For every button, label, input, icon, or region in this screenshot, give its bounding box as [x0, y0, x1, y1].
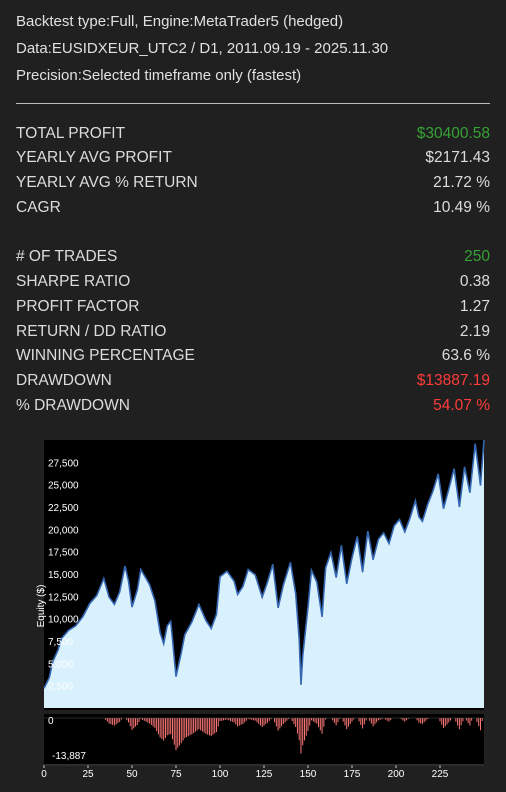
stat-label: % DRAWDOWN: [16, 397, 130, 414]
y-tick-label: 5,000: [48, 659, 73, 670]
stat-value: 10.49 %: [433, 199, 490, 216]
stat-label: # OF TRADES: [16, 248, 118, 265]
stat-label: RETURN / DD RATIO: [16, 323, 167, 340]
x-tick-label: 175: [344, 769, 361, 780]
stat-label: YEARLY AVG % RETURN: [16, 174, 198, 191]
y-tick-label: 15,000: [48, 570, 79, 581]
y-tick-label: 2,500: [48, 682, 73, 693]
stat-cagr: CAGR 10.49 %: [16, 199, 490, 219]
stat-value: $2171.43: [425, 149, 490, 166]
y-tick-label: 17,500: [48, 548, 79, 559]
stat-label: SHARPE RATIO: [16, 273, 131, 290]
y-tick-label: 25,000: [48, 481, 79, 492]
equity-area: [44, 440, 484, 708]
x-tick-label: 75: [170, 769, 182, 780]
x-tick-label: 100: [212, 769, 229, 780]
x-tick-label: 125: [256, 769, 273, 780]
x-tick-label: 0: [41, 769, 47, 780]
y-tick-label: 12,500: [48, 592, 79, 603]
x-tick-label: 25: [82, 769, 94, 780]
precision-line: Precision:Selected timeframe only (faste…: [16, 67, 302, 84]
y-tick-label: 22,500: [48, 503, 79, 514]
stat-value: $30400.58: [416, 125, 490, 142]
stat-value: 0.38: [459, 273, 490, 290]
y-tick-label: 7,500: [48, 637, 73, 648]
stat-value: 250: [464, 248, 490, 265]
equity-chart: 2,500 5,000 7,500 10,000 12,500 15,000 17,500 2…: [36, 439, 485, 780]
x-tick-label: 225: [432, 769, 449, 780]
stat-label: PROFIT FACTOR: [16, 298, 140, 315]
stat-label: TOTAL PROFIT: [16, 125, 126, 142]
stat-label: WINNING PERCENTAGE: [16, 347, 195, 364]
drawdown-zero-label: 0: [48, 716, 54, 727]
stat-total-profit: TOTAL PROFIT $30400.58: [16, 125, 490, 145]
stat-value: 54.07 %: [433, 397, 490, 414]
y-tick-label: 20,000: [48, 525, 79, 536]
stat-profit-factor: PROFIT FACTOR 1.27: [16, 298, 490, 318]
x-tick-label: 150: [300, 769, 317, 780]
backtest-type-line: Backtest type:Full, Engine:MetaTrader5 (…: [16, 13, 344, 30]
y-axis-ticks: 2,500 5,000 7,500 10,000 12,500 15,000 17,500 2…: [48, 458, 79, 692]
stat-drawdown: DRAWDOWN $13887.19: [16, 372, 490, 392]
equity-line: [43, 439, 485, 689]
stat-value: $13887.19: [416, 372, 490, 389]
x-tick-label: 200: [388, 769, 405, 780]
stat-value: 63.6 %: [441, 347, 490, 364]
x-tick-label: 50: [126, 769, 138, 780]
stat-num-trades: # OF TRADES 250: [16, 248, 490, 268]
stat-label: DRAWDOWN: [16, 372, 112, 389]
stat-label: YEARLY AVG PROFIT: [16, 149, 172, 166]
y-tick-label: 27,500: [48, 458, 79, 469]
stat-return-dd-ratio: RETURN / DD RATIO 2.19: [16, 323, 490, 343]
drawdown-min-label: -13,887: [52, 751, 86, 762]
y-tick-label: 10,000: [48, 615, 79, 626]
stat-yearly-avg-return: YEARLY AVG % RETURN 21.72 %: [16, 174, 490, 194]
y-axis-label: Equity ($): [36, 585, 47, 628]
stat-label: CAGR: [16, 199, 61, 216]
x-axis-ticks: 0 25 50 75 100 125 150 175 200 225: [41, 765, 449, 780]
stat-pct-drawdown: % DRAWDOWN 54.07 %: [16, 397, 490, 417]
stat-value: 2.19: [459, 323, 490, 340]
data-line: Data:EUSIDXEUR_UTC2 / D1, 2011.09.19 - 2…: [16, 40, 389, 57]
stat-winning-percentage: WINNING PERCENTAGE 63.6 %: [16, 347, 490, 367]
stat-sharpe-ratio: SHARPE RATIO 0.38: [16, 273, 490, 293]
drawdown-bars: [105, 718, 483, 754]
stat-value: 21.72 %: [433, 174, 490, 191]
divider: [16, 103, 490, 104]
stat-yearly-avg-profit: YEARLY AVG PROFIT $2171.43: [16, 149, 490, 169]
stat-value: 1.27: [459, 298, 490, 315]
